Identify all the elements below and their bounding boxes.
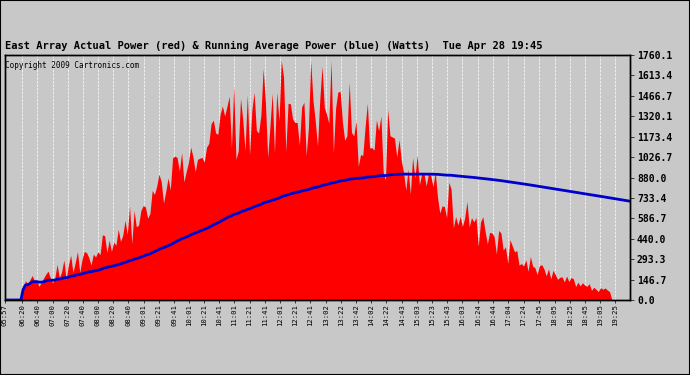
- Text: Copyright 2009 Cartronics.com: Copyright 2009 Cartronics.com: [5, 61, 139, 70]
- Text: East Array Actual Power (red) & Running Average Power (blue) (Watts)  Tue Apr 28: East Array Actual Power (red) & Running …: [5, 41, 542, 51]
